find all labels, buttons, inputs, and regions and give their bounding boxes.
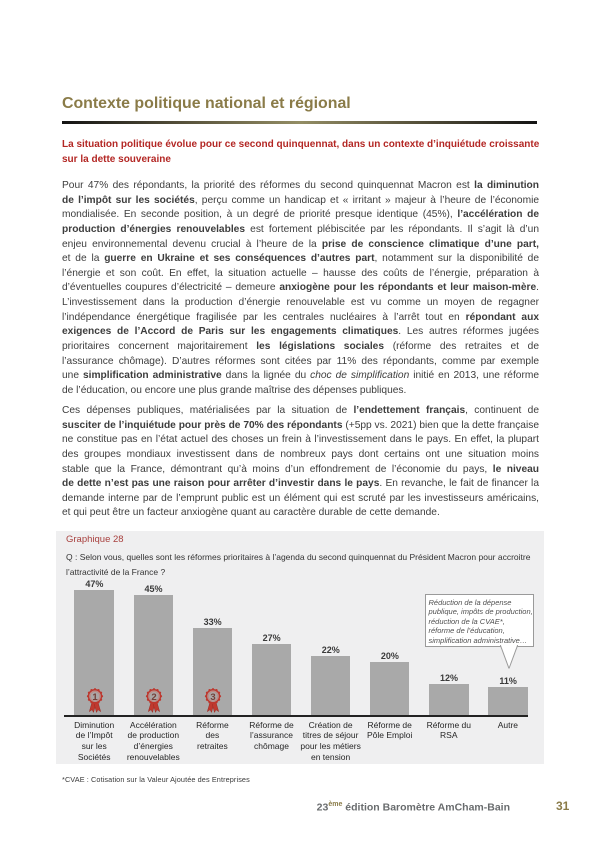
svg-text:1: 1 bbox=[92, 692, 98, 703]
svg-text:2: 2 bbox=[151, 692, 156, 703]
svg-text:3: 3 bbox=[210, 692, 215, 703]
